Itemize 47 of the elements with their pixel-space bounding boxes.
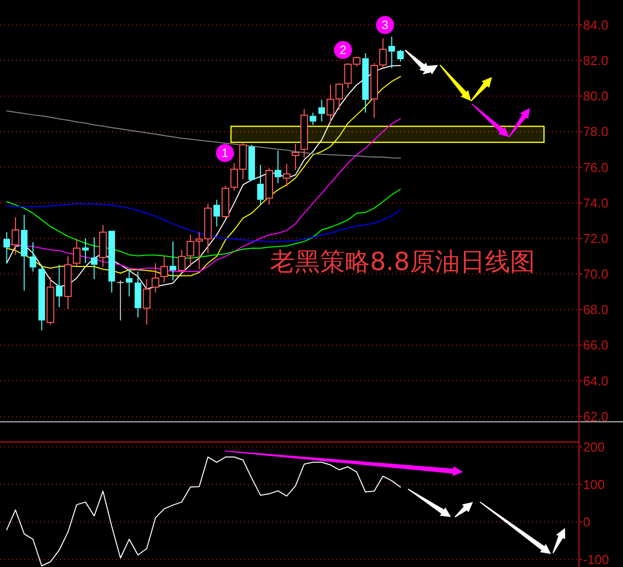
candlestick bbox=[30, 242, 36, 272]
candlestick bbox=[213, 199, 220, 228]
y-tick-label: 100 bbox=[583, 476, 605, 492]
candlestick bbox=[282, 163, 290, 187]
y-tick-label: 200 bbox=[583, 439, 605, 454]
candlestick bbox=[64, 256, 72, 310]
candlestick bbox=[12, 216, 20, 256]
y-tick-label: 64.0 bbox=[583, 373, 608, 388]
candlestick bbox=[170, 240, 176, 281]
candlestick bbox=[152, 262, 160, 294]
candlestick bbox=[90, 236, 98, 280]
line-series bbox=[6, 456, 401, 566]
candlestick bbox=[257, 164, 264, 206]
y-tick-label: -100 bbox=[583, 552, 610, 567]
candlestick bbox=[56, 264, 62, 308]
candlestick bbox=[99, 224, 107, 268]
y-tick-label: 72.0 bbox=[583, 230, 608, 246]
y-tick-label: 84.0 bbox=[583, 17, 608, 32]
y-tick-label: 80.0 bbox=[583, 88, 608, 104]
candlestick bbox=[142, 278, 150, 326]
y-tick-label: 78.0 bbox=[583, 124, 608, 140]
candlestick bbox=[20, 214, 28, 292]
candlestick bbox=[3, 232, 10, 264]
y-tick-label: 66.0 bbox=[583, 338, 608, 353]
candlestick bbox=[388, 36, 395, 69]
line-series bbox=[6, 203, 401, 242]
text: 老黑策略8.8原油日线图 bbox=[270, 247, 535, 276]
candlestick bbox=[134, 271, 142, 318]
candlestick bbox=[38, 264, 45, 331]
annotation: 2 bbox=[340, 43, 347, 57]
candlestick bbox=[318, 99, 325, 122]
y-tick-label: 74.0 bbox=[583, 195, 608, 210]
y-tick-label: 70.0 bbox=[583, 266, 608, 282]
candlestick bbox=[292, 143, 300, 170]
y-tick-label: 0 bbox=[583, 514, 590, 530]
candlestick bbox=[160, 255, 168, 284]
candlestick bbox=[126, 268, 132, 297]
candlestick bbox=[310, 112, 316, 126]
annotation: 3 bbox=[382, 18, 389, 32]
annotation: 1 bbox=[222, 146, 229, 160]
candlestick bbox=[82, 238, 89, 264]
y-tick-label: 68.0 bbox=[583, 302, 608, 318]
candlestick bbox=[362, 52, 369, 114]
y-tick-label: 76.0 bbox=[583, 160, 608, 175]
candlestick bbox=[274, 150, 282, 184]
y-tick-label: 82.0 bbox=[583, 52, 608, 68]
y-tick-label: 62.0 bbox=[583, 408, 608, 424]
